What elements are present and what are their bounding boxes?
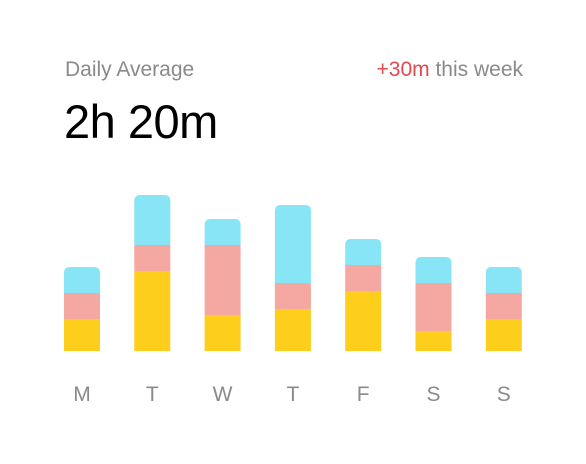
bar-segment-bottom <box>204 315 241 351</box>
bar-segment-bottom <box>415 331 452 351</box>
daily-average-label: Daily Average <box>65 58 195 81</box>
bar-segment-bottom <box>64 319 100 351</box>
day-label: F <box>357 383 370 406</box>
bar-segment-top <box>415 257 452 283</box>
bar-segment-top <box>274 205 311 283</box>
bar-segment-middle <box>345 265 382 291</box>
bar-segment-top <box>134 195 171 245</box>
bar-segment-middle <box>485 293 522 319</box>
bar-segment-middle <box>204 245 241 315</box>
bars-group <box>64 195 522 351</box>
bar-segment-middle <box>64 293 100 319</box>
bar-segment-bottom <box>134 271 171 351</box>
bar-segment-top <box>204 219 241 245</box>
bar-segment-middle <box>274 283 311 309</box>
weekly-change-suffix: this week <box>429 58 523 81</box>
day-label: T <box>286 383 299 406</box>
bar-segment-top <box>485 267 522 293</box>
bar-segment-middle <box>134 245 171 271</box>
weekly-change-value: +30m <box>376 58 430 81</box>
bar-segment-top <box>345 239 382 265</box>
day-label: S <box>426 383 440 406</box>
bar-segment-middle <box>415 283 452 331</box>
bar-segment-bottom <box>274 309 311 351</box>
day-label: M <box>73 383 91 406</box>
day-label: T <box>146 383 159 406</box>
day-label: S <box>497 383 511 406</box>
header-row: Daily Average +30m this week <box>65 58 523 82</box>
bar-segment-top <box>64 267 100 293</box>
bar-segment-bottom <box>485 319 522 351</box>
daily-average-value: 2h 20m <box>64 95 218 148</box>
day-label: W <box>213 383 233 406</box>
bar-segment-bottom <box>345 291 382 351</box>
weekly-change: +30m this week <box>377 58 524 82</box>
